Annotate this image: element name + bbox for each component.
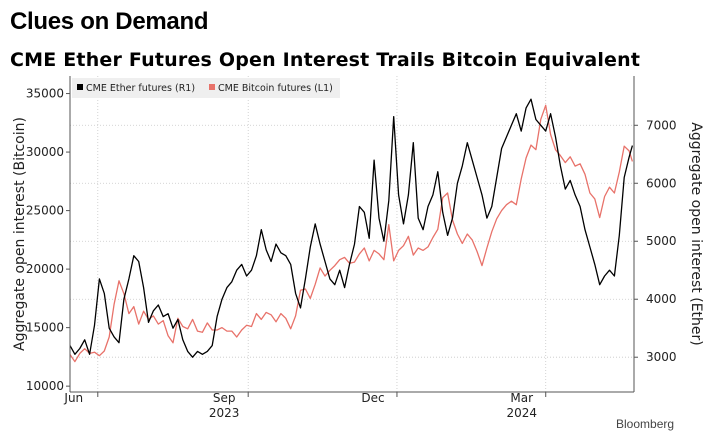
x-tick-label: Dec xyxy=(361,391,384,405)
series-layer xyxy=(69,98,634,363)
right-tick-label: 3000 xyxy=(646,350,677,364)
right-tick-label: 6000 xyxy=(646,176,677,190)
left-axis-title: Aggregate open interest (Bitcoin) xyxy=(12,117,28,351)
source-label: Bloomberg xyxy=(616,417,675,431)
x-tick-label: Jun xyxy=(63,391,83,405)
right-tick-label: 5000 xyxy=(646,234,677,248)
left-tick-label: 20000 xyxy=(26,262,64,276)
x-year-label: 2024 xyxy=(506,406,537,420)
ether-futures-line xyxy=(69,98,634,358)
x-year-label: 2023 xyxy=(209,406,240,420)
legend-swatch xyxy=(209,84,215,90)
left-tick-label: 35000 xyxy=(26,87,64,101)
left-tick-label: 15000 xyxy=(26,321,64,335)
chart-kicker: Clues on Demand xyxy=(10,8,209,35)
legend: CME Ether futures (R1) CME Bitcoin future… xyxy=(72,78,340,98)
left-tick-label: 10000 xyxy=(26,379,64,393)
legend-box xyxy=(72,78,340,98)
right-tick-label: 7000 xyxy=(646,118,677,132)
chart-title: CME Ether Futures Open Interest Trails B… xyxy=(10,49,641,71)
right-axis-title: Aggregate open interest (Ether) xyxy=(688,122,704,345)
legend-entry: CME Bitcoin futures (L1) xyxy=(218,83,333,94)
x-tick-label: Mar xyxy=(510,391,533,405)
right-tick-label: 4000 xyxy=(646,292,677,306)
legend-swatch xyxy=(77,84,83,90)
left-tick-label: 30000 xyxy=(26,145,64,159)
left-tick-label: 25000 xyxy=(26,204,64,218)
bitcoin-futures-line xyxy=(69,104,634,363)
x-tick-label: Sep xyxy=(213,391,236,405)
grid xyxy=(70,76,634,392)
legend-entry: CME Ether futures (R1) xyxy=(86,83,195,94)
axes: 10000 15000 20000 25000 30000 35000 3000 4000 50… xyxy=(12,76,704,420)
